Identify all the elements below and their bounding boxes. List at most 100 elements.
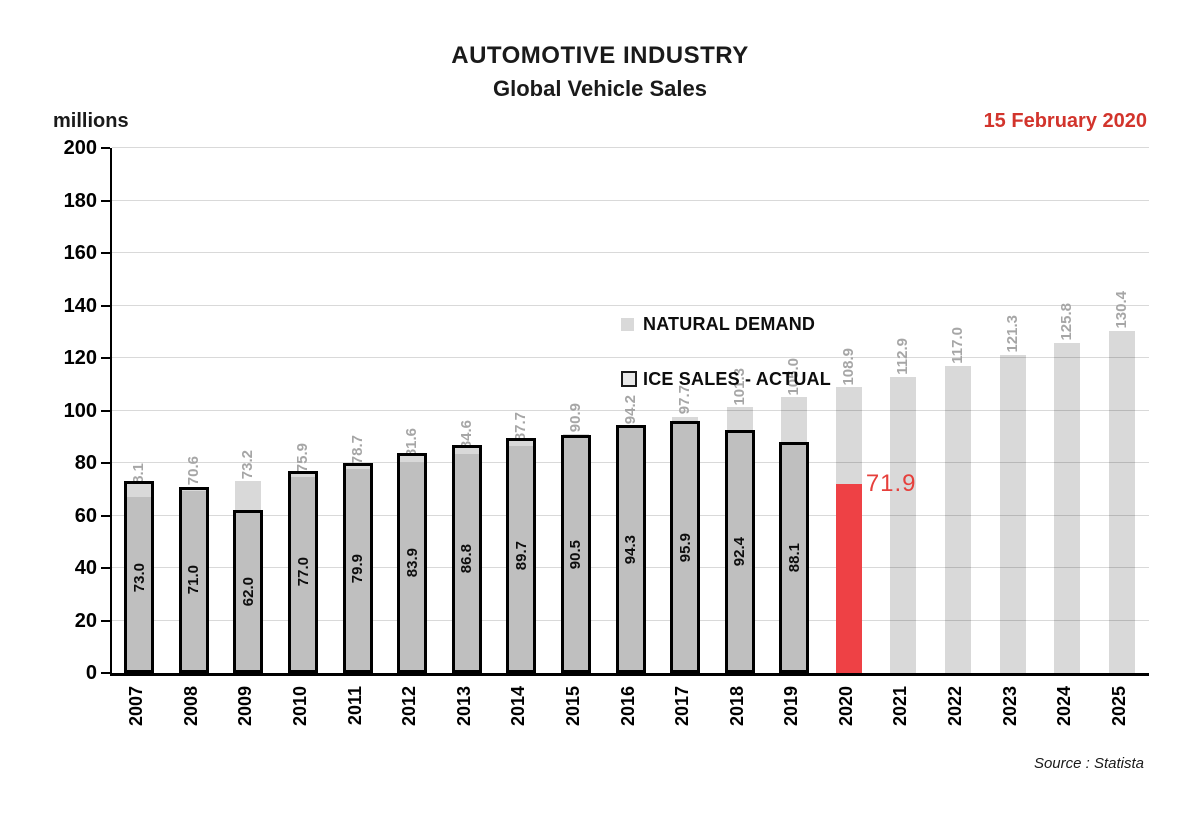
y-axis-tick: [101, 147, 110, 149]
x-tick-label-2011: 2011: [344, 686, 365, 726]
y-axis-tick: [101, 514, 110, 517]
natural-demand-swatch-icon: [621, 317, 634, 331]
natural-demand-value-label: 125.8: [1058, 303, 1076, 341]
natural-demand-value-label: 87.7: [512, 411, 530, 441]
y-tick-label: 140: [63, 294, 97, 317]
x-tick-label-2010: 2010: [290, 686, 311, 727]
ice-sales-value-label: 73.0: [130, 562, 148, 592]
gridline: [112, 147, 1149, 148]
x-tick-label-2024: 2024: [1054, 686, 1075, 727]
bar-2014-ice-sales: 89.7: [506, 437, 537, 673]
bar-2012-ice-sales: 83.9: [397, 452, 428, 673]
x-axis-labels: 2007 2008 2009 2010 2011 2012 2013 2014 2015 2016…: [110, 681, 1147, 751]
ice-sales-value-label: 95.9: [676, 532, 694, 562]
bar-2023-natural-demand: [999, 354, 1026, 673]
x-tick-label-2016: 2016: [617, 686, 638, 727]
ice-sales-value-label: 79.9: [349, 553, 367, 583]
y-axis-tick: [101, 672, 110, 674]
x-tick-label-2007: 2007: [126, 686, 147, 727]
legend-item-natural-demand: NATURAL DEMAND: [621, 311, 831, 337]
gridline: [112, 409, 1149, 411]
ice-sales-value-label: 62.0: [239, 577, 257, 607]
x-tick-label-2008: 2008: [180, 686, 201, 727]
ice-sales-swatch-icon: [621, 371, 637, 387]
y-axis-tick: [101, 199, 110, 202]
y-axis: 0 20 40 60 80 100 120 140 160 180 200: [0, 138, 110, 683]
natural-demand-value-label: 90.9: [566, 403, 584, 433]
bar-2019-ice-sales: 88.1: [779, 441, 810, 673]
natural-demand-value-label: 73.2: [239, 449, 257, 479]
ice-sales-value-label: 86.8: [458, 544, 476, 574]
plot-area: NATURAL DEMAND ICE SALES - ACTUAL 68.1 73…: [110, 147, 1149, 676]
bar-2021-natural-demand: [890, 376, 917, 673]
natural-demand-value-label: 75.9: [294, 442, 312, 472]
y-axis-tick: [101, 567, 110, 569]
x-tick-label-2021: 2021: [890, 686, 911, 727]
legend-label: ICE SALES - ACTUAL: [643, 368, 831, 389]
x-tick-label-2022: 2022: [944, 686, 965, 727]
natural-demand-value-label: 94.2: [621, 394, 639, 424]
y-tick-label: 180: [63, 189, 97, 212]
x-tick-label-2018: 2018: [726, 686, 747, 727]
ice-sales-value-label: 90.5: [567, 539, 585, 569]
x-tick-label-2020: 2020: [835, 686, 856, 727]
ice-sales-value-label: 77.0: [294, 557, 312, 587]
bar-2020-ice-sales-highlight: [835, 484, 862, 673]
bar-2013-ice-sales: 86.8: [451, 445, 482, 673]
bar-2007-ice-sales: 73.0: [124, 481, 155, 673]
y-tick-label: 100: [63, 399, 97, 422]
ice-sales-value-label: 89.7: [512, 540, 530, 570]
gridline: [112, 199, 1149, 201]
x-tick-label-2025: 2025: [1108, 686, 1129, 727]
natural-demand-value-label: 117.0: [948, 327, 966, 364]
bar-2011-ice-sales: 79.9: [342, 463, 373, 673]
x-tick-label-2015: 2015: [562, 686, 583, 727]
x-tick-label-2009: 2009: [235, 686, 256, 727]
y-tick-label: 20: [74, 609, 97, 632]
y-axis-tick: [101, 409, 110, 412]
chart-title: AUTOMOTIVE INDUSTRY: [451, 42, 749, 69]
ice-sales-value-label: 88.1: [785, 542, 803, 572]
gridline: [112, 357, 1149, 358]
bar-2022-natural-demand: [944, 365, 971, 673]
ice-sales-value-label: 71.0: [185, 565, 203, 595]
x-tick-label-2014: 2014: [508, 686, 529, 727]
natural-demand-value-label: 78.7: [348, 435, 366, 465]
y-tick-label: 80: [74, 452, 97, 474]
y-axis-tick: [101, 619, 110, 622]
y-axis-tick: [101, 462, 110, 464]
x-tick-label-2012: 2012: [399, 686, 420, 727]
bar-2008-ice-sales: 71.0: [178, 486, 209, 673]
bar-2015-ice-sales: 90.5: [560, 435, 591, 673]
y-axis-tick: [101, 357, 110, 359]
ice-sales-value-label: 92.4: [731, 537, 749, 567]
bar-2018-ice-sales: 92.4: [724, 430, 755, 673]
natural-demand-value-label: 108.9: [839, 347, 857, 386]
x-tick-label-2023: 2023: [999, 686, 1020, 727]
y-tick-label: 0: [85, 662, 97, 684]
legend-item-ice-sales: ICE SALES - ACTUAL: [621, 366, 831, 392]
y-tick-label: 60: [74, 504, 97, 527]
x-tick-label-2013: 2013: [453, 686, 474, 727]
bar-2017-ice-sales: 95.9: [670, 421, 701, 673]
x-tick-label-2017: 2017: [672, 686, 693, 727]
bar-2016-ice-sales: 94.3: [615, 425, 646, 673]
natural-demand-value-label: 112.9: [894, 337, 912, 375]
y-tick-label: 40: [74, 557, 97, 579]
natural-demand-value-label: 121.3: [1003, 315, 1021, 353]
bar-2010-ice-sales: 77.0: [288, 470, 319, 673]
y-axis-tick: [101, 304, 110, 307]
ice-sales-value-label: 83.9: [403, 548, 421, 578]
y-axis-tick: [101, 252, 110, 254]
y-tick-label: 160: [63, 242, 97, 264]
chart-legend: NATURAL DEMAND ICE SALES - ACTUAL: [621, 311, 831, 392]
legend-label: NATURAL DEMAND: [643, 313, 816, 334]
bar-2009-ice-sales: 62.0: [233, 510, 264, 673]
natural-demand-value-label: 70.6: [184, 456, 202, 486]
bar-2025-natural-demand: [1108, 330, 1135, 673]
gridline: [112, 304, 1149, 306]
y-tick-label: 120: [63, 347, 97, 369]
bar-2024-natural-demand: [1054, 342, 1081, 673]
natural-demand-value-label: 130.4: [1112, 291, 1130, 329]
